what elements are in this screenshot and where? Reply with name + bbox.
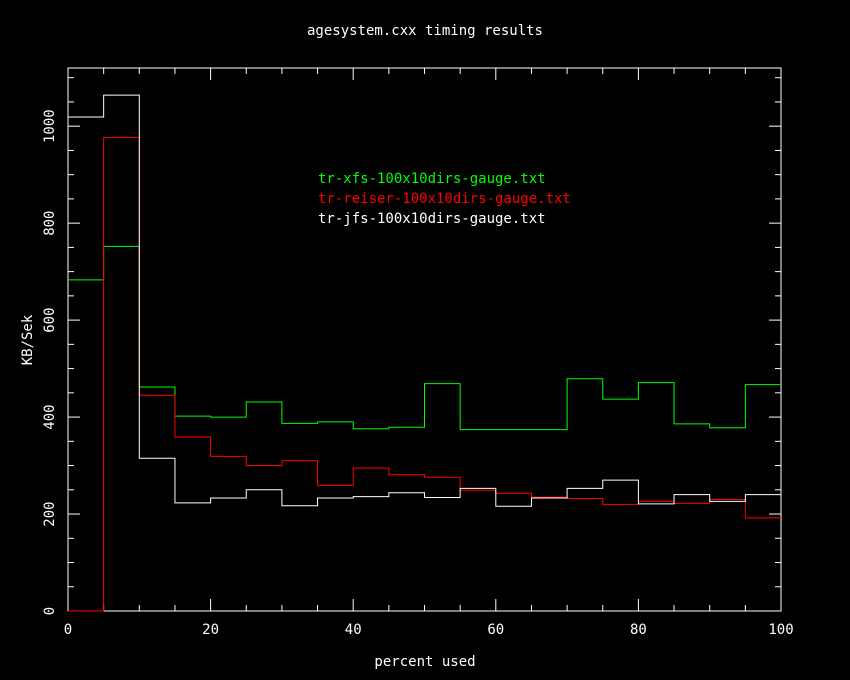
series-line-0 (68, 245, 781, 431)
x-tick-label: 0 (64, 622, 72, 638)
x-axis-label: percent used (374, 654, 475, 670)
x-tick-label: 80 (630, 622, 647, 638)
y-tick-label: 600 (42, 307, 58, 332)
y-axis-label: KB/Sek (20, 314, 36, 365)
y-tick-label: 200 (42, 501, 58, 526)
x-tick-label: 20 (202, 622, 219, 638)
chart-title: agesystem.cxx timing results (307, 23, 543, 39)
x-tick-label: 40 (345, 622, 362, 638)
y-tick-label: 800 (42, 210, 58, 235)
y-tick-label: 400 (42, 404, 58, 429)
x-tick-label: 100 (768, 622, 793, 638)
legend-entry: tr-xfs-100x10dirs-gauge.txt (318, 171, 546, 187)
series-line-1 (68, 136, 781, 612)
legend: tr-xfs-100x10dirs-gauge.txt tr-reiser-100… (318, 171, 571, 227)
plot-frame (67, 67, 782, 612)
legend-entry: tr-reiser-100x10dirs-gauge.txt (318, 191, 571, 207)
y-tick-label: 0 (42, 607, 58, 615)
legend-entry: tr-jfs-100x10dirs-gauge.txt (318, 211, 546, 227)
y-tick-label: 1000 (42, 109, 58, 143)
series-line-2 (68, 94, 781, 507)
x-tick-label: 60 (487, 622, 504, 638)
series-layer (68, 94, 781, 612)
